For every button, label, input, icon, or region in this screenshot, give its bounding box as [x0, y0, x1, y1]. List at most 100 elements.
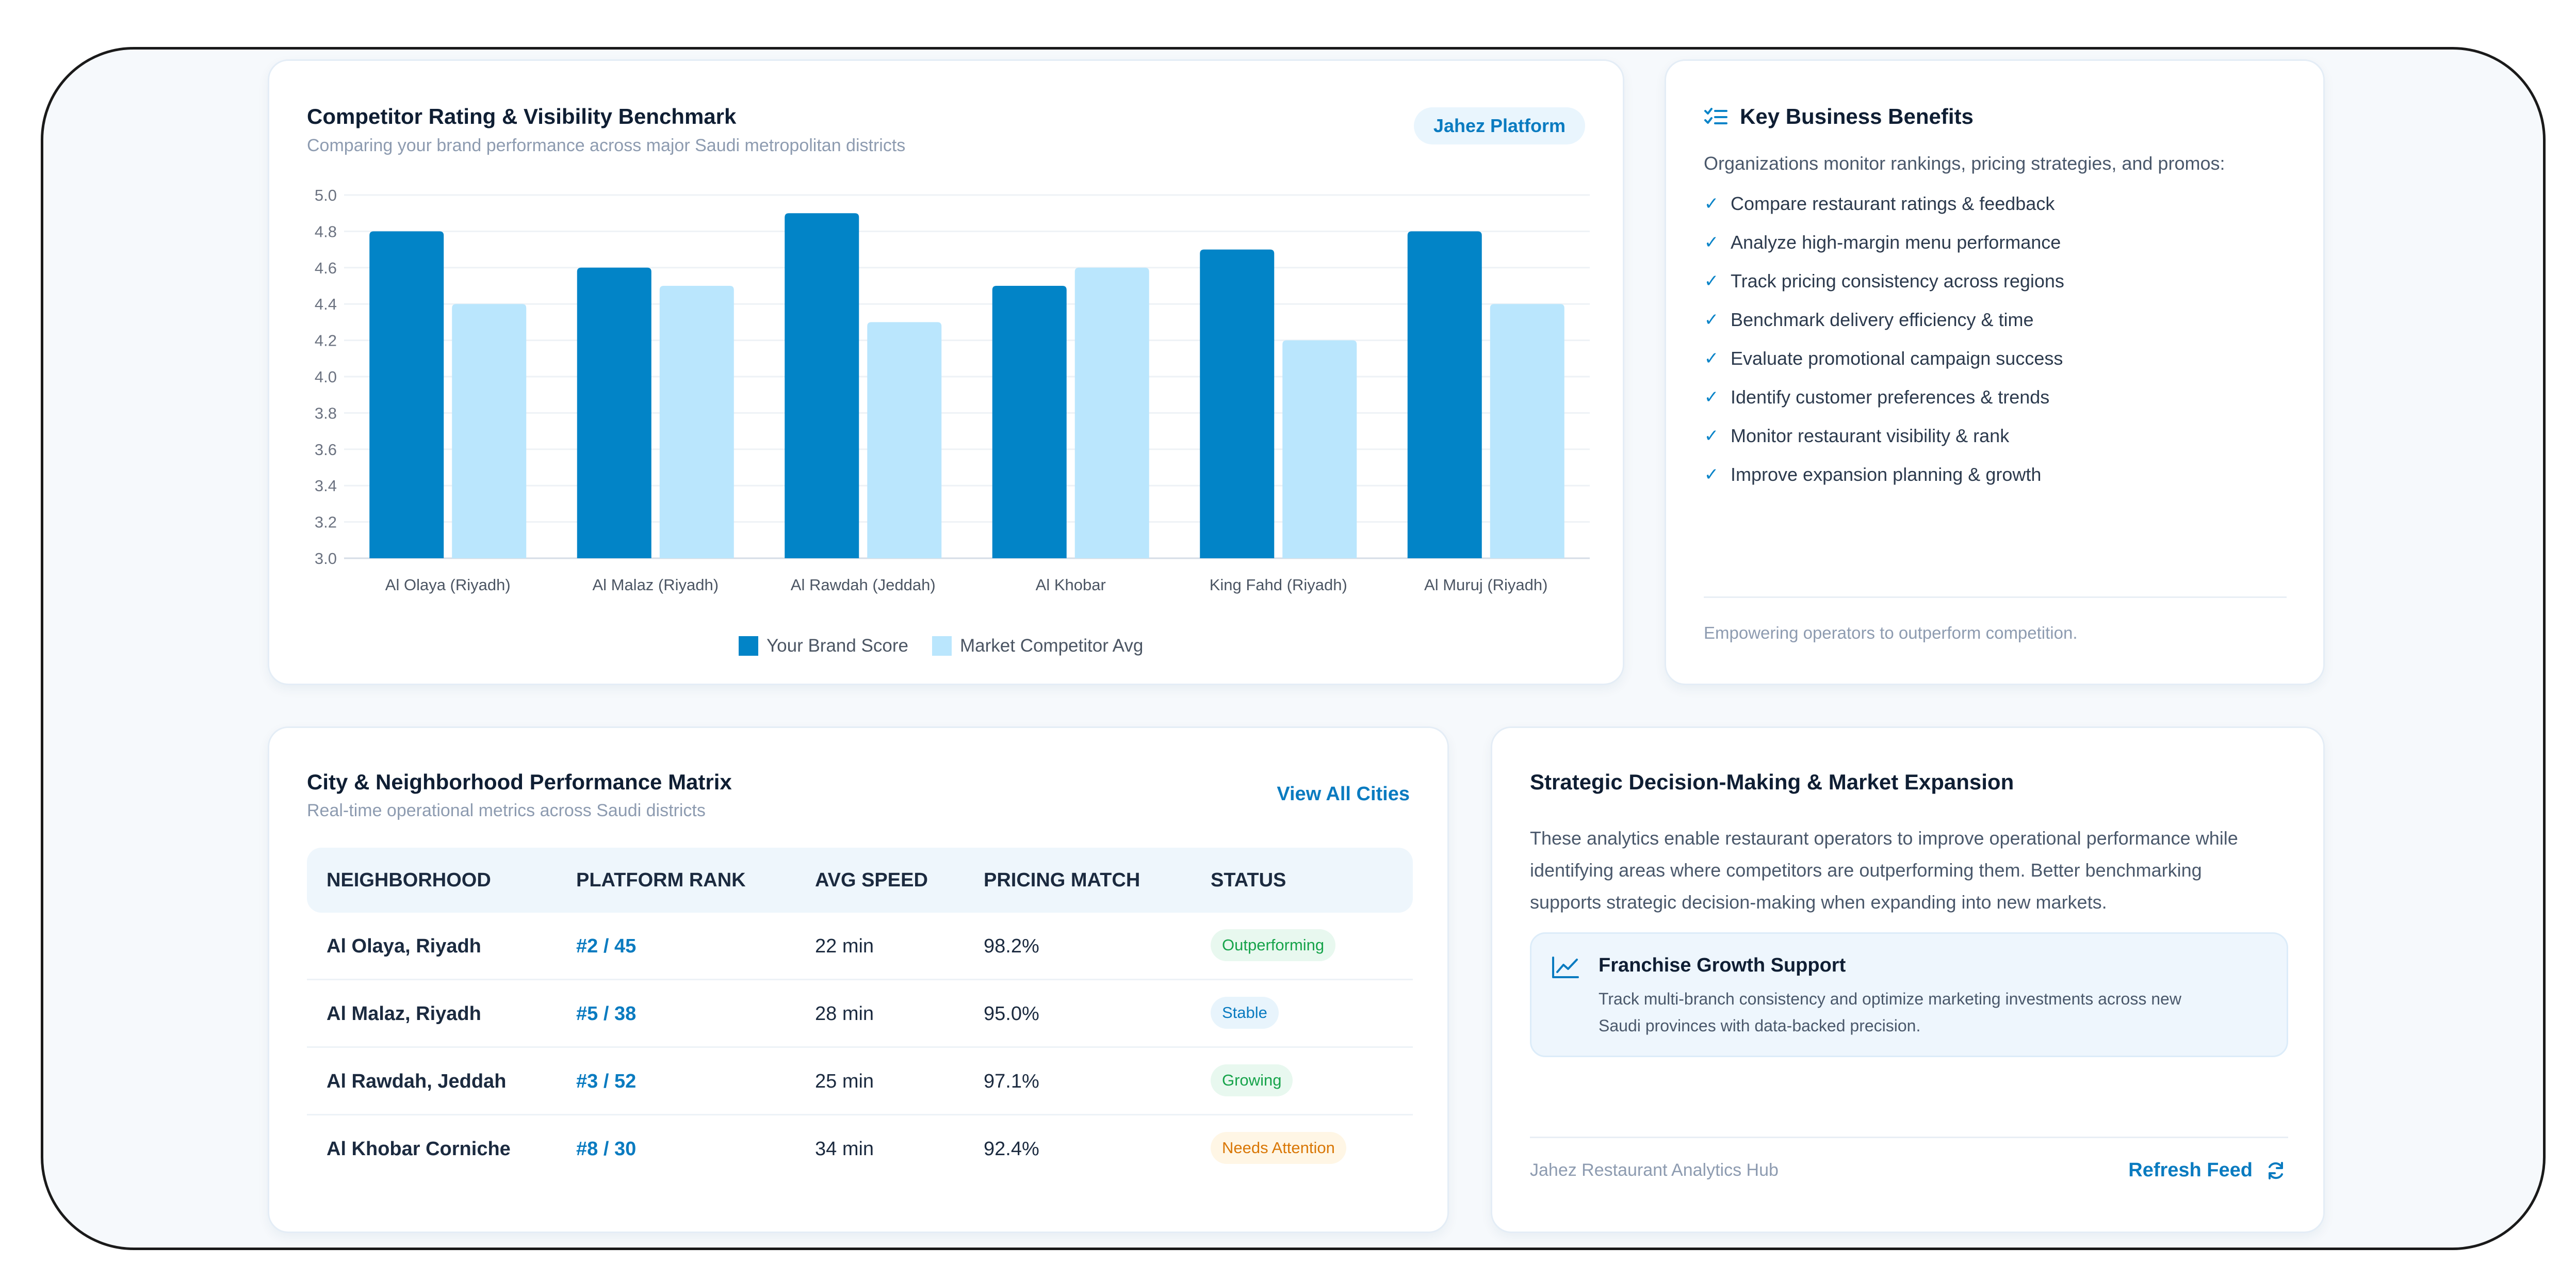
benefit-text: Evaluate promotional campaign success	[1731, 348, 2063, 369]
strategy-paragraph-line: supports strategic decision-making when …	[1530, 892, 2107, 913]
x-tick-label: Al Rawdah (Jeddah)	[791, 576, 936, 594]
competitor-avg-bar	[867, 322, 942, 558]
y-tick-label: 3.6	[315, 441, 337, 459]
benefits-footer: Empowering operators to outperform compe…	[1704, 623, 2078, 642]
platform-rank-cell: #8 / 30	[576, 1138, 637, 1160]
table-row[interactable]: Al Malaz, Riyadh #5 / 38 28 min 95.0% Stable	[307, 980, 1413, 1048]
avg-speed-cell: 22 min	[815, 935, 874, 957]
benefit-item: ✓ Benchmark delivery efficiency & time	[1704, 307, 2034, 333]
brand-score-bar	[369, 231, 444, 558]
column-header-avg-speed[interactable]: AVG SPEED	[815, 869, 928, 891]
column-header-pricing-match[interactable]: PRICING MATCH	[984, 869, 1140, 891]
status-badge: Needs Attention	[1211, 1132, 1346, 1164]
check-icon: ✓	[1704, 271, 1719, 291]
column-header-platform-rank[interactable]: PLATFORM RANK	[576, 869, 746, 891]
y-tick-label: 3.8	[315, 404, 337, 422]
table-header: NEIGHBORHOOD PLATFORM RANK AVG SPEED PRI…	[307, 848, 1413, 913]
legend-label: Market Competitor Avg	[960, 636, 1143, 656]
row-divider	[307, 979, 1413, 980]
y-tick-label: 3.0	[315, 549, 337, 568]
x-tick-label: Al Khobar	[1036, 576, 1106, 594]
avg-speed-cell: 28 min	[815, 1003, 874, 1025]
refresh-feed-button[interactable]: Refresh Feed	[2128, 1159, 2286, 1181]
trend-chart-icon	[1552, 957, 1579, 978]
benefit-text: Improve expansion planning & growth	[1731, 464, 2042, 485]
benchmark-chart-card: Competitor Rating & Visibility Benchmark…	[268, 59, 1624, 685]
brand-score-bar	[1407, 231, 1482, 558]
column-header-status[interactable]: STATUS	[1211, 869, 1286, 891]
screen-frame: Competitor Rating & Visibility Benchmark…	[41, 47, 2546, 1250]
strategy-paragraph-line: identifying areas where competitors are …	[1530, 860, 2202, 881]
pricing-match-cell: 92.4%	[984, 1138, 1039, 1160]
x-tick-label: Al Malaz (Riyadh)	[592, 576, 719, 594]
benefit-text: Monitor restaurant visibility & rank	[1731, 425, 2010, 446]
analytics-hub-label: Jahez Restaurant Analytics Hub	[1530, 1160, 1779, 1180]
strategy-paragraph: These analytics enable restaurant operat…	[1530, 822, 2288, 918]
check-icon: ✓	[1704, 349, 1719, 368]
y-tick-label: 3.2	[315, 513, 337, 531]
benefit-item: ✓ Monitor restaurant visibility & rank	[1704, 423, 2009, 449]
y-tick-label: 4.2	[315, 332, 337, 350]
benefit-item: ✓ Evaluate promotional campaign success	[1704, 346, 2063, 371]
support-title: Franchise Growth Support	[1599, 954, 1846, 976]
benefit-item: ✓ Compare restaurant ratings & feedback	[1704, 191, 2055, 217]
franchise-growth-support-box: Franchise Growth Support Track multi-bra…	[1530, 932, 2288, 1057]
row-divider	[307, 1114, 1413, 1115]
benefit-text: Track pricing consistency across regions	[1731, 270, 2064, 292]
avg-speed-cell: 34 min	[815, 1138, 874, 1160]
check-icon: ✓	[1704, 426, 1719, 446]
x-tick-label: Al Muruj (Riyadh)	[1424, 576, 1547, 594]
benefit-item: ✓ Improve expansion planning & growth	[1704, 462, 2042, 488]
status-badge: Outperforming	[1211, 929, 1336, 961]
strategy-divider	[1530, 1137, 2288, 1138]
refresh-icon[interactable]	[2266, 1161, 2286, 1180]
legend-swatch	[739, 636, 758, 656]
platform-rank-cell: #2 / 45	[576, 935, 637, 957]
check-icon: ✓	[1704, 310, 1719, 330]
matrix-title: City & Neighborhood Performance Matrix	[307, 770, 732, 794]
benefits-divider	[1704, 596, 2287, 598]
neighborhood-cell: Al Khobar Corniche	[327, 1138, 511, 1160]
benefit-text: Identify customer preferences & trends	[1731, 386, 2050, 408]
list-check-icon	[1704, 108, 1727, 124]
pricing-match-cell: 98.2%	[984, 935, 1039, 957]
neighborhood-cell: Al Olaya, Riyadh	[327, 935, 481, 957]
support-description: Track multi-branch consistency and optim…	[1599, 985, 2259, 1039]
y-tick-label: 5.0	[315, 186, 337, 204]
benefits-intro: Organizations monitor rankings, pricing …	[1704, 153, 2225, 174]
strategy-paragraph-line: These analytics enable restaurant operat…	[1530, 828, 2238, 849]
chart-card-title: Competitor Rating & Visibility Benchmark	[307, 104, 737, 128]
y-tick-label: 4.0	[315, 368, 337, 386]
performance-matrix-card: City & Neighborhood Performance Matrix R…	[268, 726, 1449, 1233]
pricing-match-cell: 97.1%	[984, 1071, 1039, 1092]
y-tick-label: 4.6	[315, 259, 337, 277]
check-icon: ✓	[1704, 194, 1719, 214]
y-tick-label: 3.4	[315, 477, 337, 495]
x-tick-label: King Fahd (Riyadh)	[1210, 576, 1347, 594]
brand-score-bar	[577, 267, 651, 558]
benefit-text: Analyze high-margin menu performance	[1731, 232, 2061, 253]
refresh-feed-label[interactable]: Refresh Feed	[2128, 1159, 2253, 1181]
benefit-item: ✓ Identify customer preferences & trends	[1704, 384, 2050, 410]
competitor-avg-bar	[659, 286, 734, 558]
table-row[interactable]: Al Khobar Corniche #8 / 30 34 min 92.4% Need…	[307, 1115, 1413, 1183]
platform-badge[interactable]: Jahez Platform	[1413, 107, 1585, 144]
y-tick-label: 4.8	[315, 222, 337, 240]
matrix-subtitle: Real-time operational metrics across Sau…	[307, 801, 706, 820]
bar-chart: 3.0 3.2 3.4 3.6 3.8 4.0 4.2 4.4 4.6 4.8 5.0 Al Olay…	[315, 186, 1590, 656]
check-icon: ✓	[1704, 233, 1719, 252]
chart-card-subtitle: Comparing your brand performance across …	[307, 136, 906, 155]
column-header-neighborhood[interactable]: NEIGHBORHOOD	[327, 869, 491, 891]
table-row[interactable]: Al Olaya, Riyadh #2 / 45 22 min 98.2% Outper…	[307, 913, 1413, 980]
strategy-title: Strategic Decision-Making & Market Expan…	[1530, 770, 2014, 794]
platform-rank-cell: #3 / 52	[576, 1071, 637, 1092]
view-all-cities-link[interactable]: View All Cities	[1277, 783, 1410, 805]
table-row[interactable]: Al Rawdah, Jeddah #3 / 52 25 min 97.1% Growi…	[307, 1048, 1413, 1115]
brand-score-bar	[992, 286, 1067, 558]
competitor-avg-bar	[1282, 340, 1357, 558]
x-tick-label: Al Olaya (Riyadh)	[385, 576, 511, 594]
benefit-item: ✓ Track pricing consistency across region…	[1704, 268, 2064, 294]
benefit-text: Benchmark delivery efficiency & time	[1731, 309, 2034, 330]
benefits-card: Key Business Benefits Organizations moni…	[1665, 59, 2325, 685]
avg-speed-cell: 25 min	[815, 1071, 874, 1092]
